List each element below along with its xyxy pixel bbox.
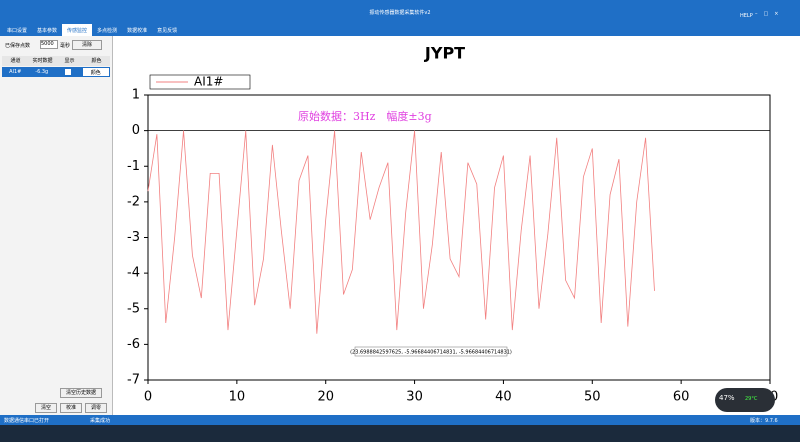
series-line <box>147 130 655 334</box>
header: 振动传感器数据采集软件v2 HELP –□× 串口设置 基本参数 传感监控 多点检测 数… <box>0 0 800 36</box>
column-header: 显示 <box>64 58 75 64</box>
chart-title: JYPT <box>424 44 465 63</box>
color-button[interactable]: 颜色 <box>82 68 109 76</box>
table-header: 通道 实时数据 显示 颜色 <box>2 56 110 66</box>
y-tick-label: -4 <box>127 266 140 281</box>
status-1: 采集成功 <box>90 418 111 424</box>
y-tick-label: -2 <box>127 194 140 209</box>
button[interactable]: 调零 <box>85 403 107 413</box>
tooltip-box <box>354 346 508 357</box>
legend-box <box>149 74 251 90</box>
column-header: 实时数据 <box>32 58 53 64</box>
clear-button[interactable]: 清除 <box>72 40 102 50</box>
plot-frame <box>147 94 771 381</box>
value: -6.3g <box>35 69 49 75</box>
tab[interactable]: 多点检测 <box>97 28 118 34</box>
table-row: AI1# -6.3g 颜色 <box>2 67 110 77</box>
y-tick-label: -3 <box>127 230 140 245</box>
x-tick-label: 0 <box>144 390 152 405</box>
history-button[interactable]: 清空历史数据 <box>60 388 102 398</box>
taskbar <box>0 425 800 442</box>
window-controls[interactable]: –□× <box>755 11 785 17</box>
button[interactable]: 校准 <box>60 403 82 413</box>
chart: JYPT 原始数据：3Hz 幅度±3g (23.6988842597625, -… <box>127 44 778 405</box>
tab[interactable]: 数据校准 <box>127 28 148 34</box>
status-0: 数据通信串口已打开 <box>4 418 50 424</box>
column-header: 颜色 <box>91 58 102 64</box>
help[interactable]: HELP <box>740 13 753 19</box>
overlay-widget[interactable]: 47% 29°C <box>715 388 775 412</box>
legend-label: AI1# <box>194 75 223 89</box>
x-tick-label: 30 <box>406 390 423 405</box>
y-tick-label: -5 <box>127 301 140 316</box>
channel: AI1# <box>9 69 22 75</box>
tab[interactable]: 意见反馈 <box>157 28 178 34</box>
y-tick-label: -1 <box>127 159 140 174</box>
left-panel: 已保存点数 5000 毫秒 清除 通道 实时数据 显示 颜色 AI1# -6.3g 颜色 … <box>0 36 113 415</box>
status-bar: 数据通信串口已打开 采集成功 版本：9.7.6 <box>0 415 800 425</box>
points-label: 已保存点数 <box>5 43 31 49</box>
tab[interactable]: 传感监控 <box>62 24 93 36</box>
show-checkbox[interactable] <box>55 67 82 77</box>
x-tick-label: 50 <box>584 390 601 405</box>
y-tick-label: -6 <box>127 337 140 352</box>
tab[interactable]: 串口设置 <box>7 28 28 34</box>
points-input[interactable]: 5000 <box>40 40 58 49</box>
x-tick-label: 10 <box>229 390 246 405</box>
tabs: 串口设置 基本参数 传感监控 多点检测 数据校准 意见反馈 <box>2 24 182 36</box>
y-tick-label: -7 <box>127 373 140 388</box>
annotation: 原始数据：3Hz 幅度±3g <box>298 109 432 123</box>
window-title: 振动传感器数据采集软件v2 <box>369 10 431 16</box>
unit: 毫秒 <box>60 43 71 49</box>
tab[interactable]: 基本参数 <box>37 28 58 34</box>
overlay-percent: 47% <box>719 394 735 402</box>
x-tick-label: 40 <box>495 390 512 405</box>
button[interactable]: 清空 <box>35 403 57 413</box>
tooltip: (23.6988842597625, -5.96684406714831, -5… <box>350 350 512 356</box>
overlay-temp: 29°C <box>745 396 758 402</box>
x-tick-label: 20 <box>317 390 334 405</box>
buttons: 清空 校准 调零 <box>35 403 111 413</box>
y-tick-label: 0 <box>132 123 140 138</box>
checkbox[interactable] <box>65 69 72 75</box>
x-tick-label: 60 <box>673 390 690 405</box>
status-2: 版本：9.7.6 <box>750 418 778 424</box>
table-body: AI1# -6.3g 颜色 <box>2 67 110 77</box>
column-header: 通道 <box>10 58 21 64</box>
y-tick-label: 1 <box>132 88 140 103</box>
